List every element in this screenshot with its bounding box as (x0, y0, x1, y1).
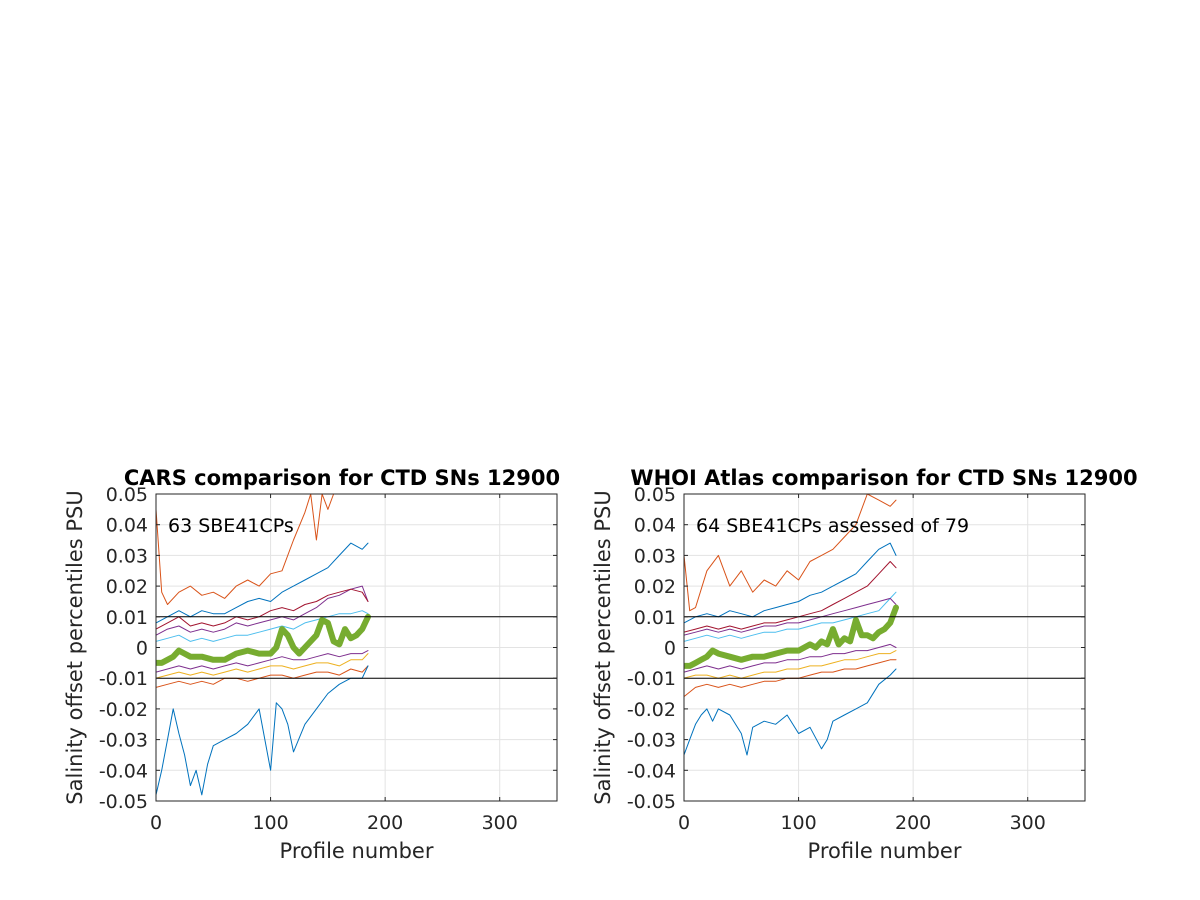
x-axis-label: Profile number (280, 839, 434, 863)
y-tick-label: 0.04 (106, 515, 148, 537)
y-tick-label: 0.02 (106, 576, 148, 598)
percentile-series-line (156, 542, 369, 624)
chart-annotation: 63 SBE41CPs (168, 515, 294, 537)
y-tick-label: -0.04 (99, 760, 148, 782)
percentile-series-line (156, 610, 369, 642)
percentile-series-line (684, 668, 897, 756)
x-tick-label: 0 (150, 812, 162, 834)
y-tick-label: 0 (664, 638, 676, 660)
y-tick-label: 0.05 (106, 484, 148, 506)
x-tick-label: 200 (367, 812, 403, 834)
x-tick-label: 100 (780, 812, 816, 834)
chart-title: CARS comparison for CTD SNs 12900 (124, 466, 560, 490)
x-axis-label: Profile number (808, 839, 962, 863)
percentile-series-line (684, 591, 897, 642)
plot-area (684, 494, 899, 756)
y-tick-label: -0.01 (99, 668, 148, 690)
right-chart: 0 100 200 300 0.05 0.04 0.03 0.02 0.01 0 -0.01 -0.0… (591, 466, 1138, 863)
y-tick-label: 0.05 (634, 484, 676, 506)
percentile-series-line (156, 653, 369, 679)
percentile-series-line (156, 585, 369, 636)
percentile-series-line (684, 494, 897, 612)
percentile-series-line (156, 494, 340, 605)
y-tick-label: -0.03 (99, 730, 148, 752)
y-tick-label: 0.01 (106, 607, 148, 629)
percentile-series-line (684, 643, 897, 673)
plot-area (156, 494, 371, 796)
y-tick-label: 0.02 (634, 576, 676, 598)
y-axis-label: Salinity offset percentiles PSU (591, 490, 615, 804)
percentile-series-line (684, 542, 897, 624)
median-series-line (684, 604, 899, 669)
y-tick-label: -0.04 (627, 760, 676, 782)
y-tick-label: 0 (136, 638, 148, 660)
y-tick-label: 0.01 (634, 607, 676, 629)
percentile-series-line (156, 665, 369, 796)
y-tick-label: -0.01 (627, 668, 676, 690)
y-axis-label: Salinity offset percentiles PSU (63, 490, 87, 804)
chart-annotation: 64 SBE41CPs assessed of 79 (696, 515, 969, 537)
y-tick-label: 0.03 (634, 545, 676, 567)
y-tick-label: 0.04 (634, 515, 676, 537)
median-series-line (156, 613, 371, 666)
y-tick-label: -0.02 (99, 699, 148, 721)
percentile-series-line (156, 665, 369, 688)
percentile-series-line (684, 561, 897, 633)
x-tick-label: 0 (678, 812, 690, 834)
y-tick-label: -0.02 (627, 699, 676, 721)
x-tick-label: 300 (482, 812, 518, 834)
left-chart: 0 100 200 300 0.05 0.04 0.03 0.02 0.01 0 -0.01 -0.0… (63, 466, 560, 863)
percentile-series-line (684, 597, 897, 636)
y-tick-label: -0.05 (99, 791, 148, 813)
x-tick-label: 100 (252, 812, 288, 834)
x-tick-label: 200 (895, 812, 931, 834)
y-tick-label: -0.05 (627, 791, 676, 813)
percentile-series-line (156, 650, 369, 673)
x-tick-label: 300 (1010, 812, 1046, 834)
y-tick-label: 0.03 (106, 545, 148, 567)
chart-title: WHOI Atlas comparison for CTD SNs 12900 (630, 466, 1137, 490)
y-tick-label: -0.03 (627, 730, 676, 752)
percentile-series-line (156, 588, 369, 630)
percentile-series-line (684, 650, 897, 679)
